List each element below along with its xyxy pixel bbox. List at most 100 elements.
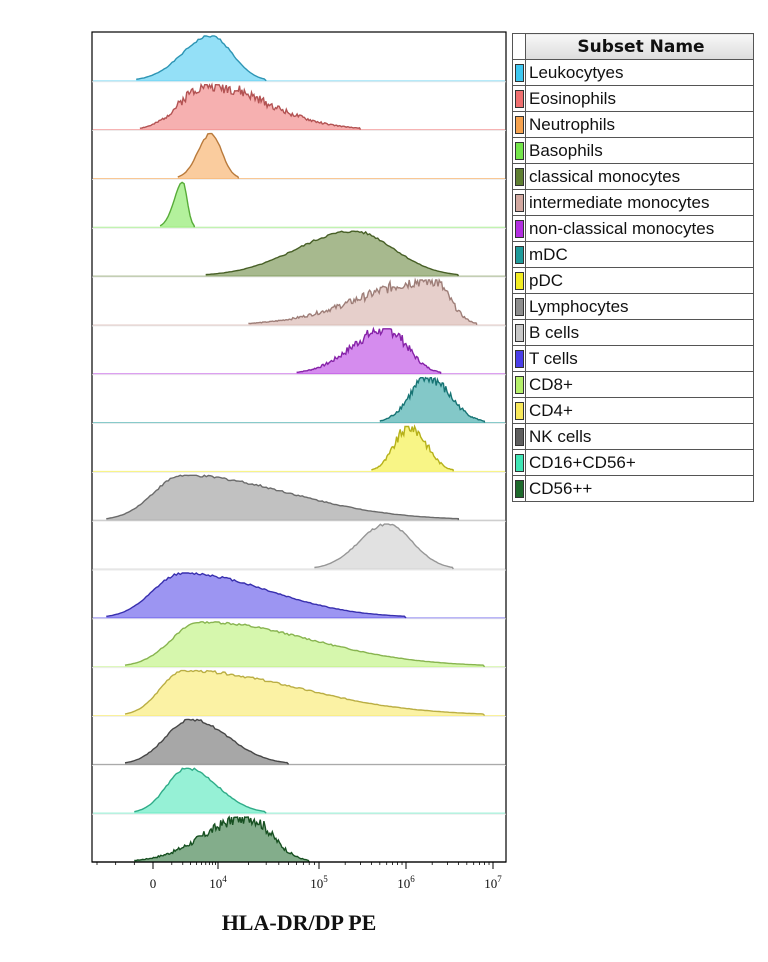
x-tick-label: 107 (484, 874, 502, 891)
legend-label: Neutrophils (525, 111, 754, 138)
legend-swatch (514, 427, 524, 446)
histogram-outline (134, 767, 267, 814)
histogram-fill (296, 328, 441, 374)
histogram-outline (136, 35, 267, 82)
legend-row: mDC (512, 241, 754, 268)
legend-label: mDC (525, 241, 754, 268)
legend-swatch (514, 453, 524, 472)
histogram-track (92, 326, 506, 376)
legend-swatch-cell (512, 475, 526, 502)
histogram-track (92, 718, 506, 766)
histogram-track (92, 523, 506, 571)
histogram-fill (177, 133, 239, 179)
legend-swatch-cell (512, 449, 526, 476)
legend-row: T cells (512, 345, 754, 372)
histogram-outline (106, 572, 407, 619)
legend-swatch-cell (512, 267, 526, 294)
x-tick-label: 106 (397, 874, 415, 891)
legend-label: Lymphocytes (525, 293, 754, 320)
histogram-outline (159, 181, 196, 228)
legend-row: intermediate monocytes (512, 189, 754, 216)
histogram-outline (124, 620, 486, 668)
histogram-track (92, 620, 506, 669)
legend-swatch-cell (512, 319, 526, 346)
x-tick-label: 104 (209, 874, 227, 891)
legend-swatch (514, 375, 524, 394)
legend-swatch-cell (512, 137, 526, 164)
histogram-track (92, 474, 506, 522)
histogram-fill (379, 377, 485, 423)
legend-swatch-cell (512, 59, 526, 86)
legend-label: B cells (525, 319, 754, 346)
legend-label: Eosinophils (525, 85, 754, 112)
legend-label: NK cells (525, 423, 754, 450)
histogram-tracks (92, 35, 506, 863)
histogram-track (92, 82, 506, 132)
histogram-outline (124, 669, 486, 717)
histogram-track (92, 572, 506, 620)
legend-row: Eosinophils (512, 85, 754, 112)
legend-row: Basophils (512, 137, 754, 164)
histogram-outline (205, 230, 460, 277)
histogram-outline (248, 277, 478, 326)
histogram-outline (379, 376, 486, 423)
legend-row: Lymphocytes (512, 293, 754, 320)
x-axis-title: HLA-DR/DP PE (221, 910, 377, 935)
legend-row: NK cells (512, 423, 754, 450)
legend-row: CD8+ (512, 371, 754, 398)
legend-header: Subset Name (525, 33, 754, 60)
legend-swatch-cell (512, 215, 526, 242)
legend-label: T cells (525, 345, 754, 372)
histogram-fill (134, 768, 267, 814)
legend-row: Leukocytyes (512, 59, 754, 86)
legend-label: CD56++ (525, 475, 754, 502)
legend-header-row: Subset Name (512, 33, 754, 60)
legend-swatch-cell (512, 345, 526, 372)
histogram-fill (106, 475, 459, 521)
histogram-track (92, 132, 506, 180)
x-tick-label: 105 (310, 874, 328, 891)
legend-rows: Leukocytyes Eosinophils Neutrophils Basophi… (512, 59, 754, 502)
legend-swatch-cell (512, 423, 526, 450)
legend-table: Subset Name Leukocytyes Eosinophils Neutro… (512, 33, 754, 502)
histogram-fill (248, 280, 477, 325)
legend-swatch-cell (512, 163, 526, 190)
legend-label: CD4+ (525, 397, 754, 424)
legend-label: non-classical monocytes (525, 215, 754, 242)
legend-label: Leukocytyes (525, 59, 754, 86)
legend-row: non-classical monocytes (512, 215, 754, 242)
histogram-outline (296, 326, 442, 374)
legend-swatch-cell (512, 85, 526, 112)
legend-label: intermediate monocytes (525, 189, 754, 216)
legend-row: CD4+ (512, 397, 754, 424)
x-tick-label: 0 (150, 876, 157, 891)
legend-label: CD8+ (525, 371, 754, 398)
legend-swatch (514, 323, 524, 342)
histogram-track (92, 376, 506, 424)
legend-label: classical monocytes (525, 163, 754, 190)
histogram-track (92, 181, 506, 229)
histogram-fill (134, 817, 310, 862)
histogram-fill (125, 621, 485, 667)
legend-header-blank (512, 33, 526, 60)
legend-swatch (514, 271, 524, 290)
histogram-fill (106, 573, 407, 618)
legend-swatch (514, 193, 524, 212)
legend-swatch (514, 89, 524, 108)
histogram-fill (125, 670, 485, 716)
legend-swatch (514, 401, 524, 420)
legend-row: B cells (512, 319, 754, 346)
legend-swatch (514, 297, 524, 316)
histogram-fill (136, 35, 267, 81)
legend-row: Neutrophils (512, 111, 754, 138)
legend-swatch-cell (512, 371, 526, 398)
histogram-outline (106, 474, 460, 521)
histogram-track (92, 230, 506, 278)
histogram-fill (205, 231, 459, 277)
legend-row: classical monocytes (512, 163, 754, 190)
legend-label: pDC (525, 267, 754, 294)
legend-row: CD16+CD56+ (512, 449, 754, 476)
legend-swatch (514, 245, 524, 264)
legend-swatch (514, 349, 524, 368)
